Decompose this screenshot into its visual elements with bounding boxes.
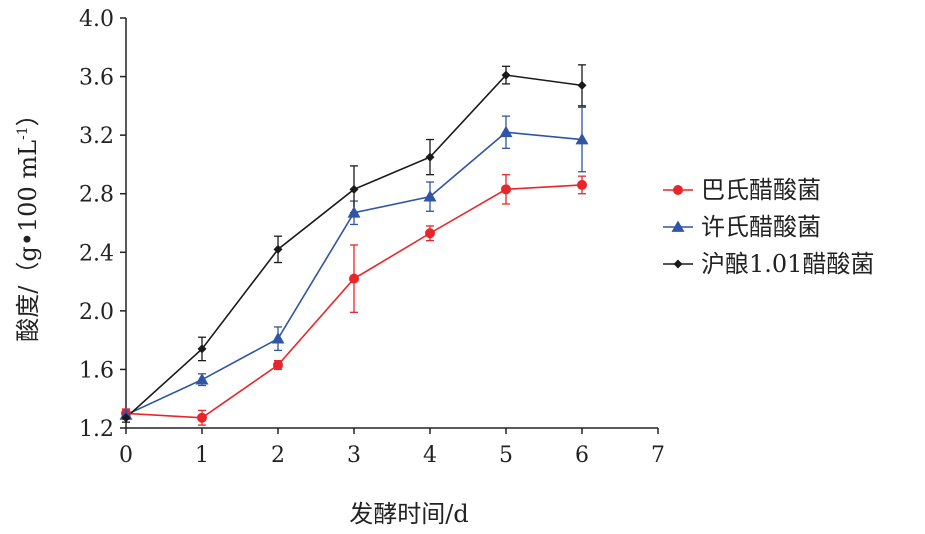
series-3-legend-label: 沪酿1.01醋酸菌 <box>701 250 874 278</box>
series-3-point <box>349 184 359 194</box>
series-1-point <box>577 179 587 190</box>
series-2-point <box>499 125 513 138</box>
series-3-point <box>197 344 207 354</box>
y-tick-label: 3.2 <box>79 124 114 149</box>
x-tick-label: 2 <box>271 443 285 468</box>
y-tick-label: 2.8 <box>79 183 114 208</box>
series-2-point <box>575 133 589 145</box>
x-tick-label: 7 <box>651 443 665 468</box>
x-tick-label: 1 <box>195 443 209 468</box>
x-tick-label: 5 <box>499 443 513 468</box>
series-1-point <box>349 273 359 284</box>
series-3-point <box>273 244 283 254</box>
series-3-point <box>425 152 435 162</box>
tick-labels: 1.2 1.6 2.0 2.4 2.8 3.2 3.6 4.0 0 1 2 3 4 5 6 7 <box>79 7 665 468</box>
y-axis-title-superscript: -1 <box>15 126 31 140</box>
y-tick-label: 3.6 <box>79 66 114 91</box>
series-1-point <box>273 360 283 371</box>
series-3-point <box>577 80 587 90</box>
x-tick-label: 4 <box>423 443 437 468</box>
series-1-legend-marker <box>673 185 683 195</box>
x-axis-title: 发酵时间/d <box>349 500 468 528</box>
series-markers <box>119 70 589 423</box>
series-1-legend-label: 巴氏醋酸菌 <box>701 176 821 204</box>
y-tick-label: 4.0 <box>79 7 114 32</box>
series-2-point <box>271 332 285 344</box>
y-tick-label: 1.6 <box>79 358 114 383</box>
series-1-point <box>425 228 435 239</box>
y-axis-title-close: ） <box>14 102 42 126</box>
series-2-point <box>195 373 209 385</box>
series-3-point <box>121 413 131 423</box>
series-1-point <box>501 184 511 195</box>
series-2-legend-marker <box>671 220 685 232</box>
series-2-legend-label: 许氏醋酸菌 <box>701 213 821 241</box>
series-3-point <box>501 70 511 80</box>
series-3-legend-marker <box>673 259 683 269</box>
series-2-point <box>347 206 361 218</box>
axes <box>120 17 659 434</box>
series-1-point <box>197 412 207 423</box>
y-axis-title-main: 酸度/（g•100 mL <box>14 140 42 342</box>
x-tick-label: 3 <box>347 443 361 468</box>
x-tick-label: 0 <box>119 443 133 468</box>
series-2-point <box>423 190 437 202</box>
y-tick-label: 1.2 <box>79 417 114 442</box>
y-tick-label: 2.4 <box>79 241 114 266</box>
y-tick-label: 2.0 <box>79 300 114 325</box>
y-axis-title: 酸度/（g•100 mL-1） <box>14 102 42 341</box>
x-tick-label: 6 <box>575 443 589 468</box>
error-bars <box>122 64 586 426</box>
